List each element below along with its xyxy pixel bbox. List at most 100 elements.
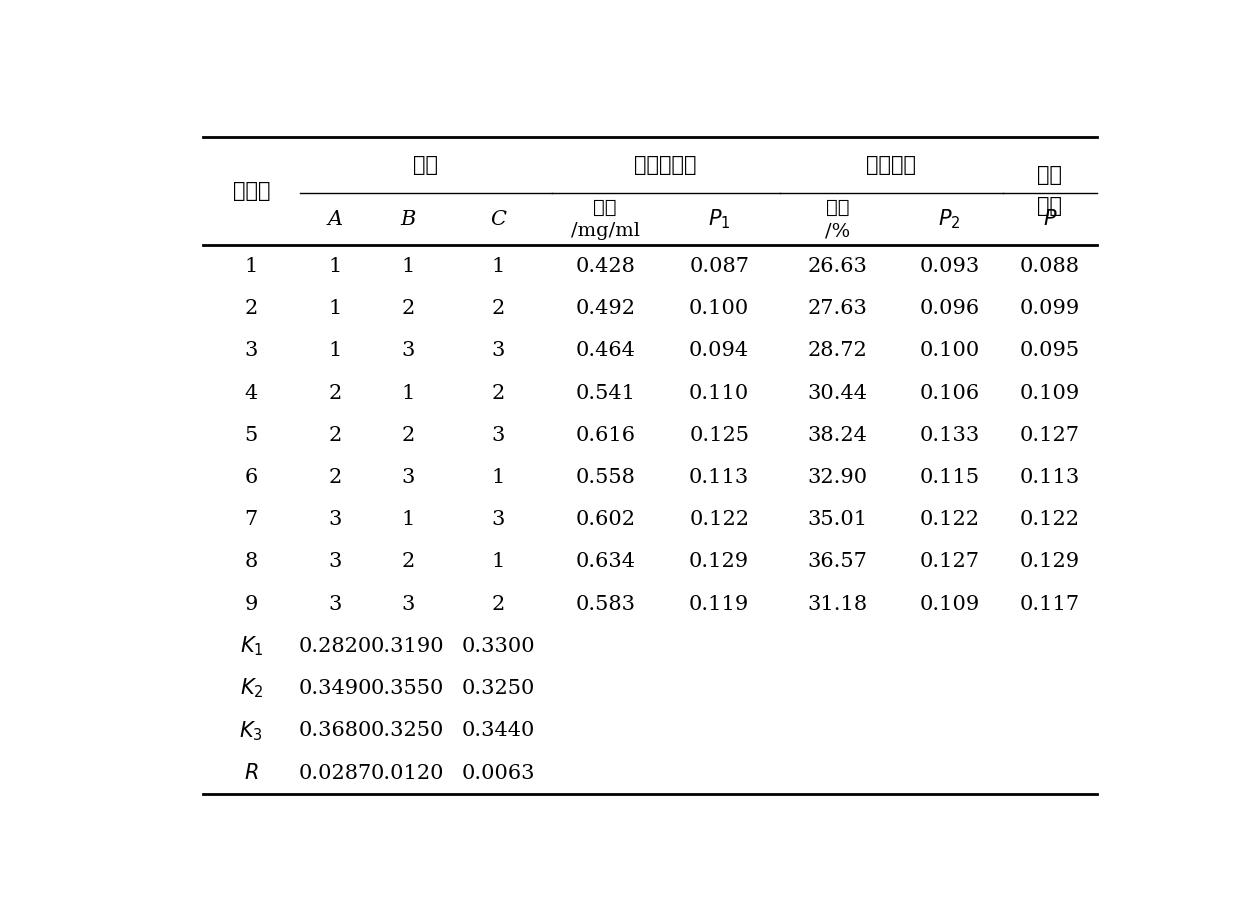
Text: 干膏得率: 干膏得率: [867, 155, 916, 174]
Text: 38.24: 38.24: [807, 426, 868, 445]
Text: 7: 7: [244, 510, 258, 529]
Text: 综合: 综合: [1038, 166, 1063, 185]
Text: 1: 1: [401, 383, 414, 402]
Text: 5: 5: [244, 426, 258, 445]
Text: 0.3190: 0.3190: [371, 637, 444, 656]
Text: $K_2$: $K_2$: [239, 676, 263, 700]
Text: 0.3490: 0.3490: [299, 679, 372, 698]
Text: 6: 6: [244, 468, 258, 487]
Text: 0.3550: 0.3550: [371, 679, 444, 698]
Text: 0.133: 0.133: [919, 426, 980, 445]
Text: 0.3250: 0.3250: [371, 721, 444, 740]
Text: 3: 3: [401, 468, 414, 487]
Text: 0.129: 0.129: [689, 552, 749, 571]
Text: 评分: 评分: [1038, 197, 1063, 216]
Text: 35.01: 35.01: [807, 510, 868, 529]
Text: 8: 8: [244, 552, 258, 571]
Text: 27.63: 27.63: [807, 299, 868, 318]
Text: 0.125: 0.125: [689, 426, 749, 445]
Text: $P_1$: $P_1$: [708, 208, 730, 232]
Text: 含量: 含量: [594, 199, 618, 216]
Text: 3: 3: [491, 510, 505, 529]
Text: /%: /%: [825, 222, 851, 241]
Text: 0.541: 0.541: [575, 383, 635, 402]
Text: 4: 4: [244, 383, 258, 402]
Text: 0.3440: 0.3440: [461, 721, 534, 740]
Text: 1: 1: [491, 552, 505, 571]
Text: 2: 2: [401, 552, 414, 571]
Text: $K_1$: $K_1$: [239, 635, 263, 658]
Text: A: A: [327, 210, 343, 229]
Text: 0.602: 0.602: [575, 510, 635, 529]
Text: 3: 3: [329, 552, 342, 571]
Text: 0.127: 0.127: [1019, 426, 1080, 445]
Text: 1: 1: [491, 257, 505, 276]
Text: 32.90: 32.90: [807, 468, 868, 487]
Text: 3: 3: [491, 341, 505, 360]
Text: 0.583: 0.583: [575, 595, 635, 614]
Text: 0.122: 0.122: [919, 510, 980, 529]
Text: /mg/ml: /mg/ml: [570, 222, 640, 241]
Text: 1: 1: [244, 257, 258, 276]
Text: 0.115: 0.115: [919, 468, 980, 487]
Text: 28.72: 28.72: [807, 341, 868, 360]
Text: 0.2820: 0.2820: [299, 637, 372, 656]
Text: 0.3250: 0.3250: [461, 679, 534, 698]
Text: 0.094: 0.094: [689, 341, 749, 360]
Text: 0.492: 0.492: [575, 299, 635, 318]
Text: 1: 1: [401, 257, 414, 276]
Text: 2: 2: [244, 299, 258, 318]
Text: 2: 2: [329, 383, 342, 402]
Text: 2: 2: [491, 383, 505, 402]
Text: 0.129: 0.129: [1019, 552, 1080, 571]
Text: 0.428: 0.428: [575, 257, 635, 276]
Text: 0.109: 0.109: [919, 595, 980, 614]
Text: 0.096: 0.096: [919, 299, 980, 318]
Text: 0.3300: 0.3300: [461, 637, 534, 656]
Text: 0.119: 0.119: [689, 595, 749, 614]
Text: 0.3680: 0.3680: [299, 721, 372, 740]
Text: 2: 2: [491, 595, 505, 614]
Text: 0.106: 0.106: [919, 383, 980, 402]
Text: C: C: [490, 210, 506, 229]
Text: 36.57: 36.57: [807, 552, 868, 571]
Text: 26.63: 26.63: [807, 257, 868, 276]
Text: 1: 1: [401, 510, 414, 529]
Text: 3: 3: [491, 426, 505, 445]
Text: 3: 3: [244, 341, 258, 360]
Text: $P$: $P$: [1043, 210, 1058, 230]
Text: 含量: 含量: [826, 199, 849, 216]
Text: 1: 1: [329, 341, 342, 360]
Text: 龙胆双糖苷: 龙胆双糖苷: [635, 155, 697, 174]
Text: 1: 1: [329, 299, 342, 318]
Text: 0.088: 0.088: [1019, 257, 1080, 276]
Text: 0.093: 0.093: [919, 257, 980, 276]
Text: 0.099: 0.099: [1019, 299, 1080, 318]
Text: 31.18: 31.18: [807, 595, 868, 614]
Text: B: B: [401, 210, 415, 229]
Text: 0.0287: 0.0287: [299, 764, 372, 783]
Text: 0.113: 0.113: [689, 468, 749, 487]
Text: $P_2$: $P_2$: [939, 208, 961, 232]
Text: 3: 3: [329, 510, 342, 529]
Text: 0.634: 0.634: [575, 552, 635, 571]
Text: 3: 3: [401, 595, 414, 614]
Text: 30.44: 30.44: [807, 383, 868, 402]
Text: 0.109: 0.109: [1019, 383, 1080, 402]
Text: 0.0120: 0.0120: [371, 764, 444, 783]
Text: 试验号: 试验号: [233, 182, 270, 201]
Text: 2: 2: [491, 299, 505, 318]
Text: 0.464: 0.464: [575, 341, 635, 360]
Text: 2: 2: [401, 426, 414, 445]
Text: 2: 2: [401, 299, 414, 318]
Text: 0.113: 0.113: [1019, 468, 1080, 487]
Text: $R$: $R$: [244, 763, 259, 783]
Text: 0.095: 0.095: [1019, 341, 1080, 360]
Text: 0.122: 0.122: [1019, 510, 1080, 529]
Text: 0.087: 0.087: [689, 257, 749, 276]
Text: 0.0063: 0.0063: [461, 764, 534, 783]
Text: 0.100: 0.100: [919, 341, 980, 360]
Text: 2: 2: [329, 426, 342, 445]
Text: 3: 3: [401, 341, 414, 360]
Text: $K_3$: $K_3$: [239, 719, 263, 743]
